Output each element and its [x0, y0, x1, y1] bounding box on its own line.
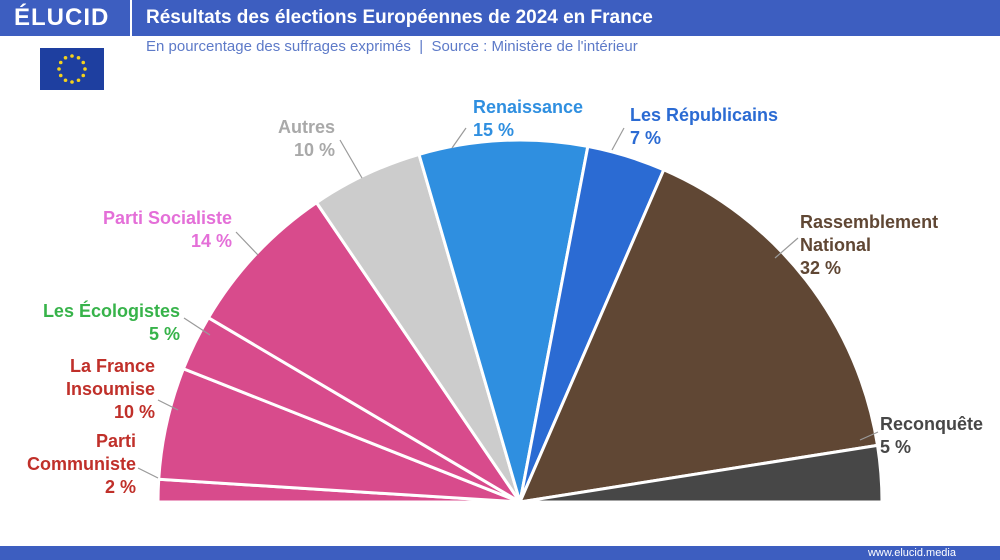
- slice-label: Renaissance 15 %: [473, 96, 583, 142]
- slice-label: Reconquête 5 %: [880, 413, 983, 459]
- slice-label: Rassemblement National 32 %: [800, 211, 960, 280]
- category-label: La France Insoumise: [65, 356, 155, 399]
- slice: [517, 167, 880, 504]
- flag-star: [57, 67, 61, 71]
- eu-flag: [40, 48, 104, 90]
- leader-line: [859, 431, 879, 441]
- leader-line: [774, 237, 799, 259]
- flag-star: [83, 67, 87, 71]
- category-label: Reconquête: [880, 414, 984, 434]
- value-label: 14 %: [190, 231, 232, 251]
- category-label: Les Écologistes: [42, 301, 180, 321]
- value-label: 10 %: [293, 140, 335, 160]
- category-label: Autres: [277, 117, 335, 137]
- slice-label: Les Républicains 7 %: [630, 104, 778, 150]
- slice-label: Les Écologistes 5 %: [43, 300, 180, 346]
- flag-stars: [57, 54, 87, 84]
- leader-line: [137, 467, 159, 479]
- value-label: 5 %: [148, 324, 180, 344]
- category-label: Rassemblement National: [800, 212, 939, 255]
- leader-line: [339, 139, 363, 179]
- chart-title: Résultats des élections Européennes de 2…: [146, 7, 653, 28]
- value-label: 10 %: [113, 402, 155, 422]
- flag-star: [58, 60, 63, 65]
- value-label: 2 %: [104, 477, 136, 497]
- value-label: 5 %: [880, 437, 912, 457]
- flag-star: [70, 54, 74, 58]
- category-label: Parti Socialiste: [102, 208, 232, 228]
- leader-line: [235, 231, 259, 256]
- flag-star: [70, 80, 74, 84]
- flag-star: [81, 73, 86, 78]
- leader-line: [451, 127, 467, 149]
- value-label: 7 %: [630, 128, 662, 148]
- footer-bar: [0, 546, 1000, 560]
- brand: ÉLUCID: [14, 4, 110, 31]
- separator: [130, 0, 132, 36]
- value-label: 32 %: [800, 258, 842, 278]
- header-bar: [0, 0, 1000, 36]
- leader-line: [183, 317, 211, 336]
- flag-star: [76, 78, 81, 83]
- flag-star: [63, 78, 68, 83]
- slice: [519, 443, 884, 504]
- slice-label: Parti Socialiste 14 %: [103, 207, 232, 253]
- slice-label: La France Insoumise 10 %: [55, 355, 155, 424]
- flag-star: [81, 60, 86, 65]
- category-label: Parti Communiste: [26, 431, 136, 474]
- slice-label: Parti Communiste 2 %: [16, 430, 136, 499]
- leader-line: [157, 399, 179, 411]
- value-label: 15 %: [473, 120, 515, 140]
- slice: [417, 138, 590, 503]
- chart-subtitle: En pourcentage des suffrages exprimés | …: [146, 38, 638, 55]
- flag-star: [63, 55, 68, 60]
- category-label: Les Républicains: [630, 105, 779, 125]
- footer-url: www.elucid.media: [867, 547, 956, 559]
- flag-star: [76, 55, 81, 60]
- flag-star: [58, 73, 63, 78]
- slice: [206, 200, 522, 504]
- leader-line: [611, 127, 625, 151]
- slice-label: Autres 10 %: [278, 116, 335, 162]
- category-label: Renaissance: [473, 97, 584, 117]
